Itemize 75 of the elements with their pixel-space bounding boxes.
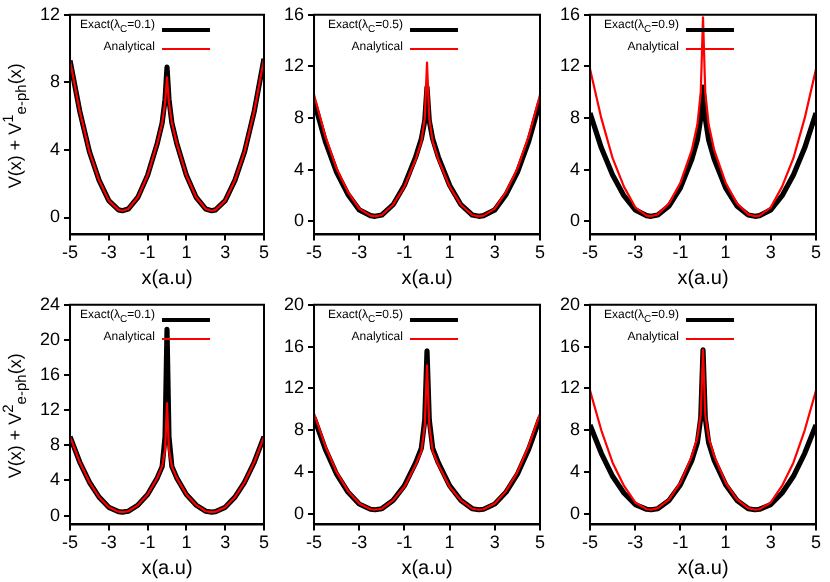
- y-tick-label: 0: [49, 206, 61, 227]
- x-tick-label: -5: [62, 532, 79, 553]
- y-tick-label: 4: [49, 469, 61, 490]
- x-tick-label: 3: [489, 242, 500, 263]
- y-tick-label: 16: [559, 3, 581, 24]
- x-tick-label: 3: [220, 532, 231, 553]
- x-tick-label: 1: [720, 242, 731, 263]
- y-tick-label: 0: [293, 502, 305, 523]
- x-tick-label: 5: [534, 242, 546, 263]
- y-tick-label: 8: [49, 434, 61, 455]
- x-tick-label: 1: [720, 532, 731, 553]
- x-axis-title: x(a.u): [141, 557, 193, 580]
- y-tick-label: 0: [293, 210, 305, 231]
- y-tick-label: 12: [39, 3, 61, 24]
- x-tick-label: 3: [220, 242, 231, 263]
- y-tick-label: 0: [49, 504, 61, 525]
- x-tick-label: -5: [582, 532, 599, 553]
- x-tick-label: -3: [100, 532, 117, 553]
- x-tick-label: -1: [672, 242, 689, 263]
- x-axis-title: x(a.u): [141, 267, 193, 290]
- y-tick-label: 12: [39, 399, 61, 420]
- x-tick-label: 5: [258, 242, 270, 263]
- y-tick-label: 16: [559, 335, 581, 356]
- y-tick-label: 12: [283, 377, 305, 398]
- x-axis-title: x(a.u): [677, 557, 729, 580]
- x-tick-label: -1: [396, 532, 413, 553]
- x-tick-label: -5: [306, 532, 323, 553]
- y-tick-label: 8: [49, 71, 61, 92]
- y-tick-label: 12: [283, 55, 305, 76]
- y-tick-label: 20: [559, 293, 581, 314]
- x-tick-label: -5: [582, 242, 599, 263]
- x-tick-label: 1: [444, 242, 455, 263]
- y-tick-label: 8: [293, 107, 305, 128]
- y-tick-label: 20: [39, 328, 61, 349]
- y-tick-label: 12: [559, 377, 581, 398]
- x-axis-title: x(a.u): [401, 267, 453, 290]
- x-tick-label: 5: [534, 532, 546, 553]
- x-tick-label: -1: [672, 532, 689, 553]
- y-tick-label: 4: [569, 461, 581, 482]
- x-tick-label: -3: [351, 532, 368, 553]
- x-tick-label: -1: [139, 242, 156, 263]
- x-axis-title: x(a.u): [677, 267, 729, 290]
- x-tick-label: 1: [181, 532, 192, 553]
- x-tick-label: 5: [258, 532, 270, 553]
- x-tick-label: 1: [181, 242, 192, 263]
- x-tick-label: 1: [444, 532, 455, 553]
- y-tick-label: 4: [49, 138, 61, 159]
- y-tick-label: 12: [559, 55, 581, 76]
- x-tick-label: -5: [62, 242, 79, 263]
- x-tick-label: -1: [139, 532, 156, 553]
- x-tick-label: -3: [627, 242, 644, 263]
- x-tick-label: -3: [100, 242, 117, 263]
- y-tick-label: 16: [283, 335, 305, 356]
- y-tick-label: 8: [569, 419, 581, 440]
- y-tick-label: 4: [569, 158, 581, 179]
- x-tick-label: -3: [627, 532, 644, 553]
- y-tick-label: 8: [569, 107, 581, 128]
- y-tick-label: 20: [283, 293, 305, 314]
- x-tick-label: 3: [765, 242, 776, 263]
- x-tick-label: 5: [810, 242, 822, 263]
- x-tick-label: 5: [810, 532, 822, 553]
- x-tick-label: -5: [306, 242, 323, 263]
- x-axis-title: x(a.u): [401, 557, 453, 580]
- x-tick-label: -1: [396, 242, 413, 263]
- y-tick-label: 0: [569, 210, 581, 231]
- x-tick-label: 3: [765, 532, 776, 553]
- x-tick-label: 3: [489, 532, 500, 553]
- y-tick-label: 4: [293, 461, 305, 482]
- y-tick-label: 8: [293, 419, 305, 440]
- y-tick-label: 16: [39, 364, 61, 385]
- y-tick-label: 0: [569, 502, 581, 523]
- y-tick-label: 4: [293, 158, 305, 179]
- x-tick-label: -3: [351, 242, 368, 263]
- y-tick-label: 24: [39, 293, 61, 314]
- y-tick-label: 16: [283, 3, 305, 24]
